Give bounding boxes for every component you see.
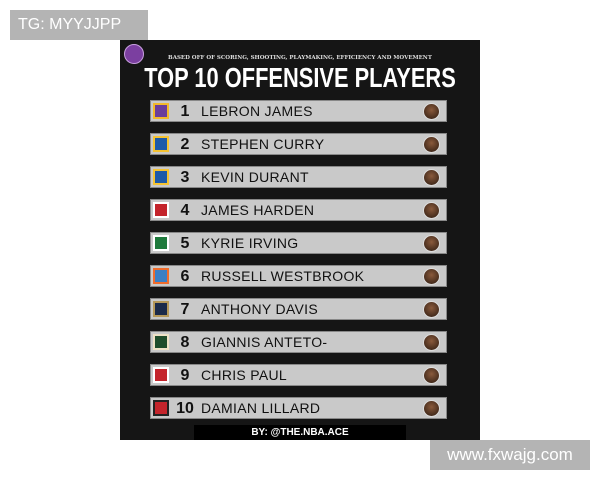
team-logo-icon <box>153 103 169 119</box>
player-avatar <box>423 235 440 252</box>
player-rank: 6 <box>180 268 190 285</box>
team-logo-icon <box>153 202 169 218</box>
player-name: KYRIE IRVING <box>201 235 299 251</box>
watermark-top-left: TG: MYYJJPP <box>10 10 148 40</box>
player-name: GIANNIS ANTETO- <box>201 334 328 350</box>
player-rank: 2 <box>180 136 190 153</box>
player-rank: 8 <box>180 334 190 351</box>
player-row: 8 GIANNIS ANTETO- <box>150 331 447 353</box>
team-logo-icon <box>153 367 169 383</box>
team-logo-icon <box>153 169 169 185</box>
player-name: LEBRON JAMES <box>201 103 313 119</box>
player-rank: 4 <box>180 202 190 219</box>
player-name: CHRIS PAUL <box>201 367 287 383</box>
player-avatar <box>423 103 440 120</box>
player-rank: 1 <box>180 103 190 120</box>
player-name: DAMIAN LILLARD <box>201 400 321 416</box>
team-logo-icon <box>153 268 169 284</box>
poster-subtitle: BASED OFF OF SCORING, SHOOTING, PLAYMAKI… <box>168 55 432 61</box>
player-rank: 3 <box>180 169 190 186</box>
team-logo-icon <box>153 301 169 317</box>
team-logo-icon <box>153 334 169 350</box>
team-logo-icon <box>153 235 169 251</box>
player-avatar <box>423 169 440 186</box>
player-avatar <box>423 367 440 384</box>
player-row: 4 JAMES HARDEN <box>150 199 447 221</box>
team-logo-icon <box>153 136 169 152</box>
player-row: 6 RUSSELL WESTBROOK <box>150 265 447 287</box>
team-logo-icon <box>153 400 169 416</box>
player-avatar <box>423 400 440 417</box>
player-rank: 9 <box>180 367 190 384</box>
player-rank: 5 <box>180 235 190 252</box>
player-avatar <box>423 301 440 318</box>
player-avatar <box>423 334 440 351</box>
player-avatar <box>423 136 440 153</box>
poster-title: TOP 10 OFFENSIVE PLAYERS <box>144 62 456 93</box>
player-row: 1 LEBRON JAMES <box>150 100 447 122</box>
player-name: JAMES HARDEN <box>201 202 315 218</box>
player-rank: 10 <box>176 400 194 417</box>
player-row: 7 ANTHONY DAVIS <box>150 298 447 320</box>
player-rank: 7 <box>180 301 190 318</box>
player-avatar <box>423 268 440 285</box>
poster-credit: BY: @THE.NBA.ACE <box>194 425 406 440</box>
player-row: 2 STEPHEN CURRY <box>150 133 447 155</box>
player-avatar <box>423 202 440 219</box>
player-row: 10 DAMIAN LILLARD <box>150 397 447 419</box>
player-row: 3 KEVIN DURANT <box>150 166 447 188</box>
player-name: STEPHEN CURRY <box>201 136 325 152</box>
player-row: 5 KYRIE IRVING <box>150 232 447 254</box>
player-name: KEVIN DURANT <box>201 169 309 185</box>
watermark-bottom-right: www.fxwajg.com <box>430 440 590 470</box>
player-row: 9 CHRIS PAUL <box>150 364 447 386</box>
player-name: RUSSELL WESTBROOK <box>201 268 365 284</box>
player-name: ANTHONY DAVIS <box>201 301 318 317</box>
basketball-logo-icon <box>124 44 144 64</box>
infographic-poster: BASED OFF OF SCORING, SHOOTING, PLAYMAKI… <box>120 40 480 440</box>
